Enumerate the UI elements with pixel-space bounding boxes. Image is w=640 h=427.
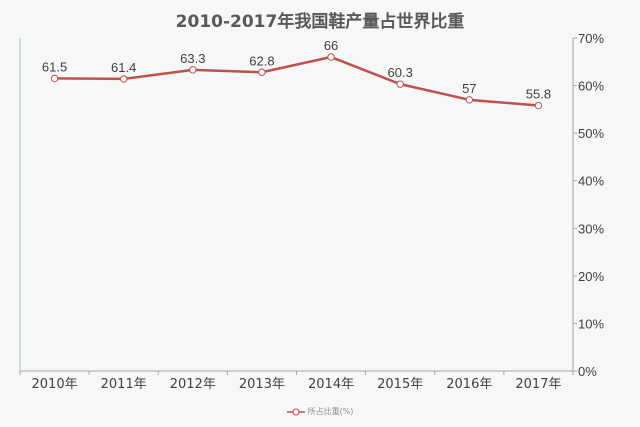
data-label: 61.4 — [111, 60, 136, 75]
x-tick-label: 2010年 — [32, 377, 78, 392]
legend-label: 所占比重(%) — [307, 407, 354, 416]
y-tick-label: 70% — [578, 31, 604, 46]
y-tick-label: 20% — [578, 269, 604, 284]
data-label: 57 — [462, 81, 476, 96]
x-tick-label: 2013年 — [239, 377, 285, 392]
data-point-marker — [396, 80, 404, 88]
series-line — [54, 55, 539, 107]
x-tick-label: 2014年 — [308, 377, 354, 392]
x-axis-ticks: 2010年 2011年 2012年 2013年 2014年 2015年 2016年 2017年 — [19, 371, 574, 392]
data-point-marker — [50, 74, 59, 83]
data-label: 60.3 — [388, 65, 413, 80]
y-tick-label: 30% — [578, 221, 604, 236]
data-point-marker — [189, 66, 197, 74]
y-tick-label: 40% — [578, 174, 604, 189]
legend-line-marker-icon — [286, 408, 305, 415]
chart-title: 2010-2017年我国鞋产量占世界比重 — [175, 12, 465, 32]
y-tick-label: 50% — [578, 126, 604, 141]
x-tick-label: 2017年 — [515, 377, 561, 392]
data-label: 62.8 — [249, 53, 274, 68]
data-label: 66 — [324, 38, 338, 53]
data-series: 61.5 61.4 63.3 62.8 66 60.3 57 55.8 — [42, 38, 551, 110]
data-point-marker — [327, 53, 335, 61]
y-tick-label: 0% — [578, 364, 597, 379]
data-label: 63.3 — [180, 51, 205, 66]
x-tick-label: 2015年 — [377, 377, 423, 392]
data-point-marker — [465, 96, 474, 104]
axes — [19, 38, 574, 372]
y-axis-ticks: 0% 10% 20% 30% 40% 50% 60% 70% — [573, 31, 604, 379]
data-point-marker — [258, 68, 266, 76]
data-point-marker — [534, 101, 543, 110]
x-tick-label: 2012年 — [170, 377, 216, 392]
data-label: 55.8 — [526, 87, 551, 102]
legend: 所占比重(%) — [0, 406, 640, 417]
x-tick-label: 2016年 — [446, 377, 492, 392]
data-point-marker — [119, 75, 128, 83]
y-tick-label: 10% — [578, 316, 604, 331]
x-tick-label: 2011年 — [101, 377, 147, 392]
data-label: 61.5 — [42, 59, 67, 74]
y-tick-label: 60% — [578, 79, 604, 94]
